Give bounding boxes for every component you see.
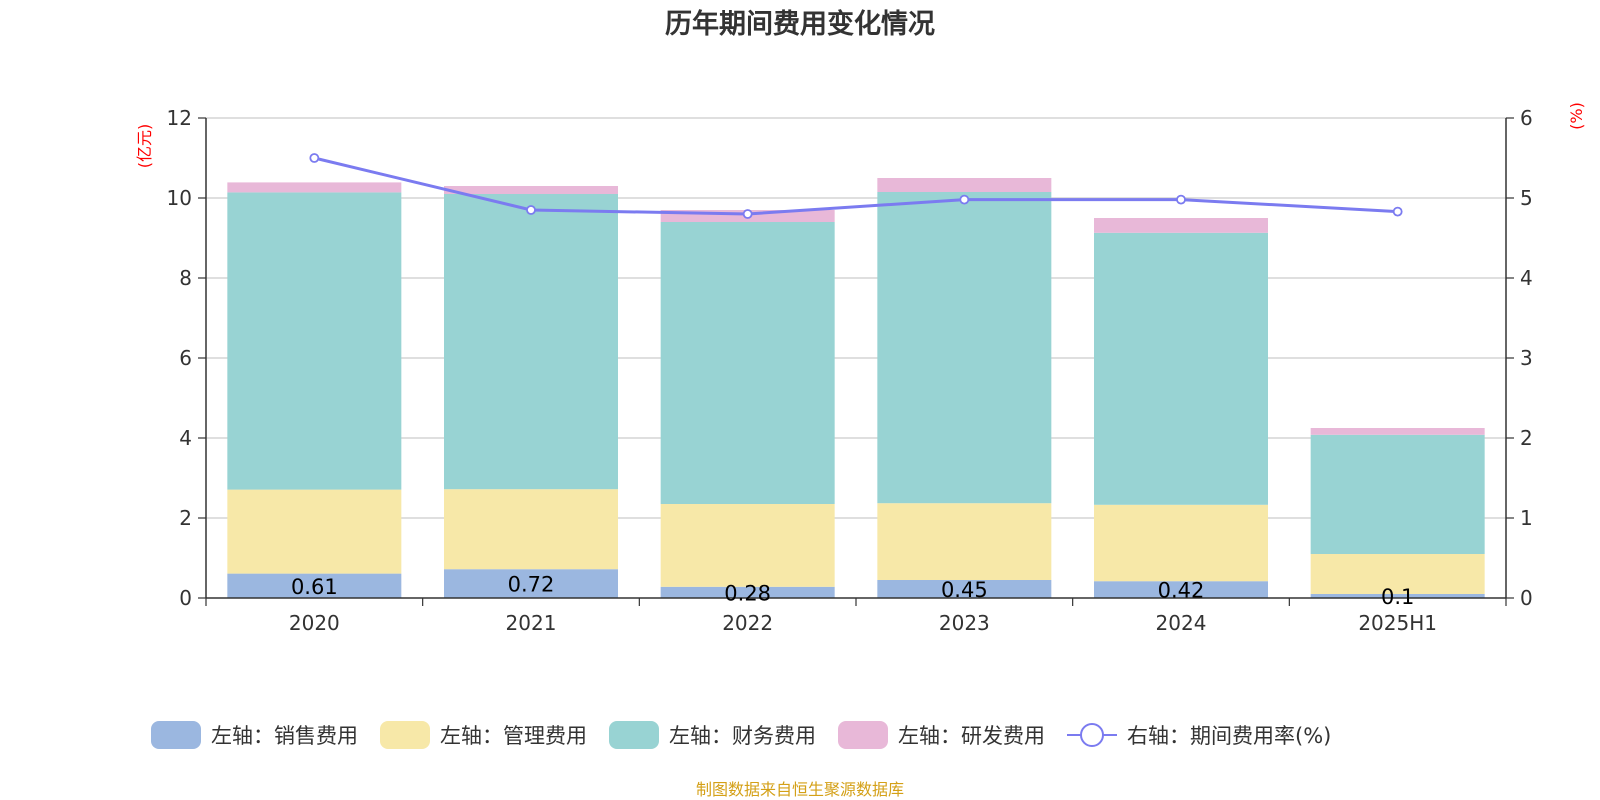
- y-right-tick-label: 5: [1520, 186, 1533, 210]
- y-axis-left-label: (亿元): [135, 124, 154, 169]
- data-labels: 0.61 0.72 0.28 0.45 0.42 0.1: [291, 573, 1414, 609]
- legend: 左轴：销售费用 左轴：管理费用 左轴：财务费用 左轴：研发费用 右轴：期间费用率(%): [151, 721, 1331, 749]
- y-right-tick-label: 3: [1520, 346, 1533, 370]
- bar-value-label: 0.45: [941, 578, 988, 602]
- bar-segment: [1094, 232, 1268, 505]
- bar-value-label: 0.28: [724, 581, 771, 605]
- bar-segment: [660, 504, 835, 587]
- bar-segment: [444, 569, 618, 598]
- y-left-tick-label: 2: [179, 506, 192, 530]
- rate-point: [1176, 194, 1186, 205]
- y-right-tick-label: 6: [1520, 106, 1533, 130]
- bar-segment: [1094, 504, 1268, 582]
- x-tick-label: 2025H1: [1358, 611, 1437, 635]
- legend-item-label: 左轴：管理费用: [440, 724, 587, 748]
- legend-item-label: 左轴：财务费用: [669, 724, 816, 748]
- x-tick-label: 2021: [506, 611, 557, 635]
- rate-point: [742, 209, 753, 219]
- rate-point: [526, 205, 536, 215]
- y-left-tick-label: 6: [179, 346, 192, 370]
- legend-item-label: 左轴：销售费用: [211, 724, 358, 748]
- y-left-tick-label: 4: [179, 426, 192, 450]
- x-tick-label: 2022: [722, 611, 773, 635]
- y-left-tick-label: 10: [167, 186, 192, 210]
- bar-segment: [444, 194, 618, 490]
- bar-segment: [1094, 218, 1268, 233]
- y-axis-right-label: (%): [1567, 102, 1586, 130]
- bar-segment: [1310, 434, 1485, 554]
- bar-segment: [1310, 594, 1485, 598]
- bar-segment: [1094, 581, 1268, 598]
- legend-swatch: [380, 721, 430, 749]
- y-left-tick-label: 8: [179, 266, 192, 290]
- x-tick-label: 2024: [1156, 611, 1207, 635]
- bar-segment: [227, 573, 402, 598]
- bar-segment: [444, 489, 618, 570]
- bar-value-label: 0.72: [508, 573, 555, 597]
- y-left-tick-label: 0: [179, 586, 192, 610]
- rate-point: [959, 194, 970, 205]
- legend-item-label: 左轴：研发费用: [898, 724, 1045, 748]
- bar-segment: [660, 586, 835, 598]
- bar-segment: [1310, 428, 1485, 435]
- y-right-tick-label: 4: [1520, 266, 1533, 290]
- rate-line-path: [313, 156, 1398, 216]
- bar-segment: [877, 580, 1052, 598]
- bar-segment: [1310, 554, 1485, 594]
- grid-lines: [206, 117, 1506, 519]
- rate-point: [1392, 206, 1403, 217]
- bar-segment: [227, 489, 402, 574]
- bar-segment: [227, 192, 402, 490]
- x-tick-label: 2020: [289, 611, 340, 635]
- legend-item-label: 右轴：期间费用率(%): [1127, 724, 1331, 748]
- legend-marker: [1080, 723, 1104, 747]
- chart-title: 历年期间费用变化情况: [665, 8, 935, 40]
- y-right-tick-label: 0: [1520, 586, 1533, 610]
- y-left-tick-label: 12: [167, 106, 192, 130]
- bar-value-label: 0.42: [1158, 579, 1205, 603]
- legend-swatch: [838, 721, 888, 749]
- bar-value-label: 0.61: [291, 575, 338, 599]
- rate-line: [309, 153, 1403, 219]
- bar-segment: [444, 186, 618, 194]
- data-source: 制图数据来自恒生聚源数据库: [696, 780, 904, 799]
- legend-swatch: [151, 721, 201, 749]
- bars: [227, 178, 1485, 598]
- bar-value-label: 0.1: [1381, 585, 1414, 609]
- y-right-tick-label: 1: [1520, 506, 1533, 530]
- bar-segment: [877, 503, 1052, 580]
- rate-point: [309, 153, 320, 163]
- bar-segment: [660, 222, 835, 504]
- y-right-tick-label: 2: [1520, 426, 1533, 450]
- x-tick-label: 2023: [939, 611, 990, 635]
- bar-segment: [877, 178, 1052, 192]
- bar-segment: [227, 182, 402, 193]
- bar-segment: [877, 192, 1052, 504]
- legend-swatch: [609, 721, 659, 749]
